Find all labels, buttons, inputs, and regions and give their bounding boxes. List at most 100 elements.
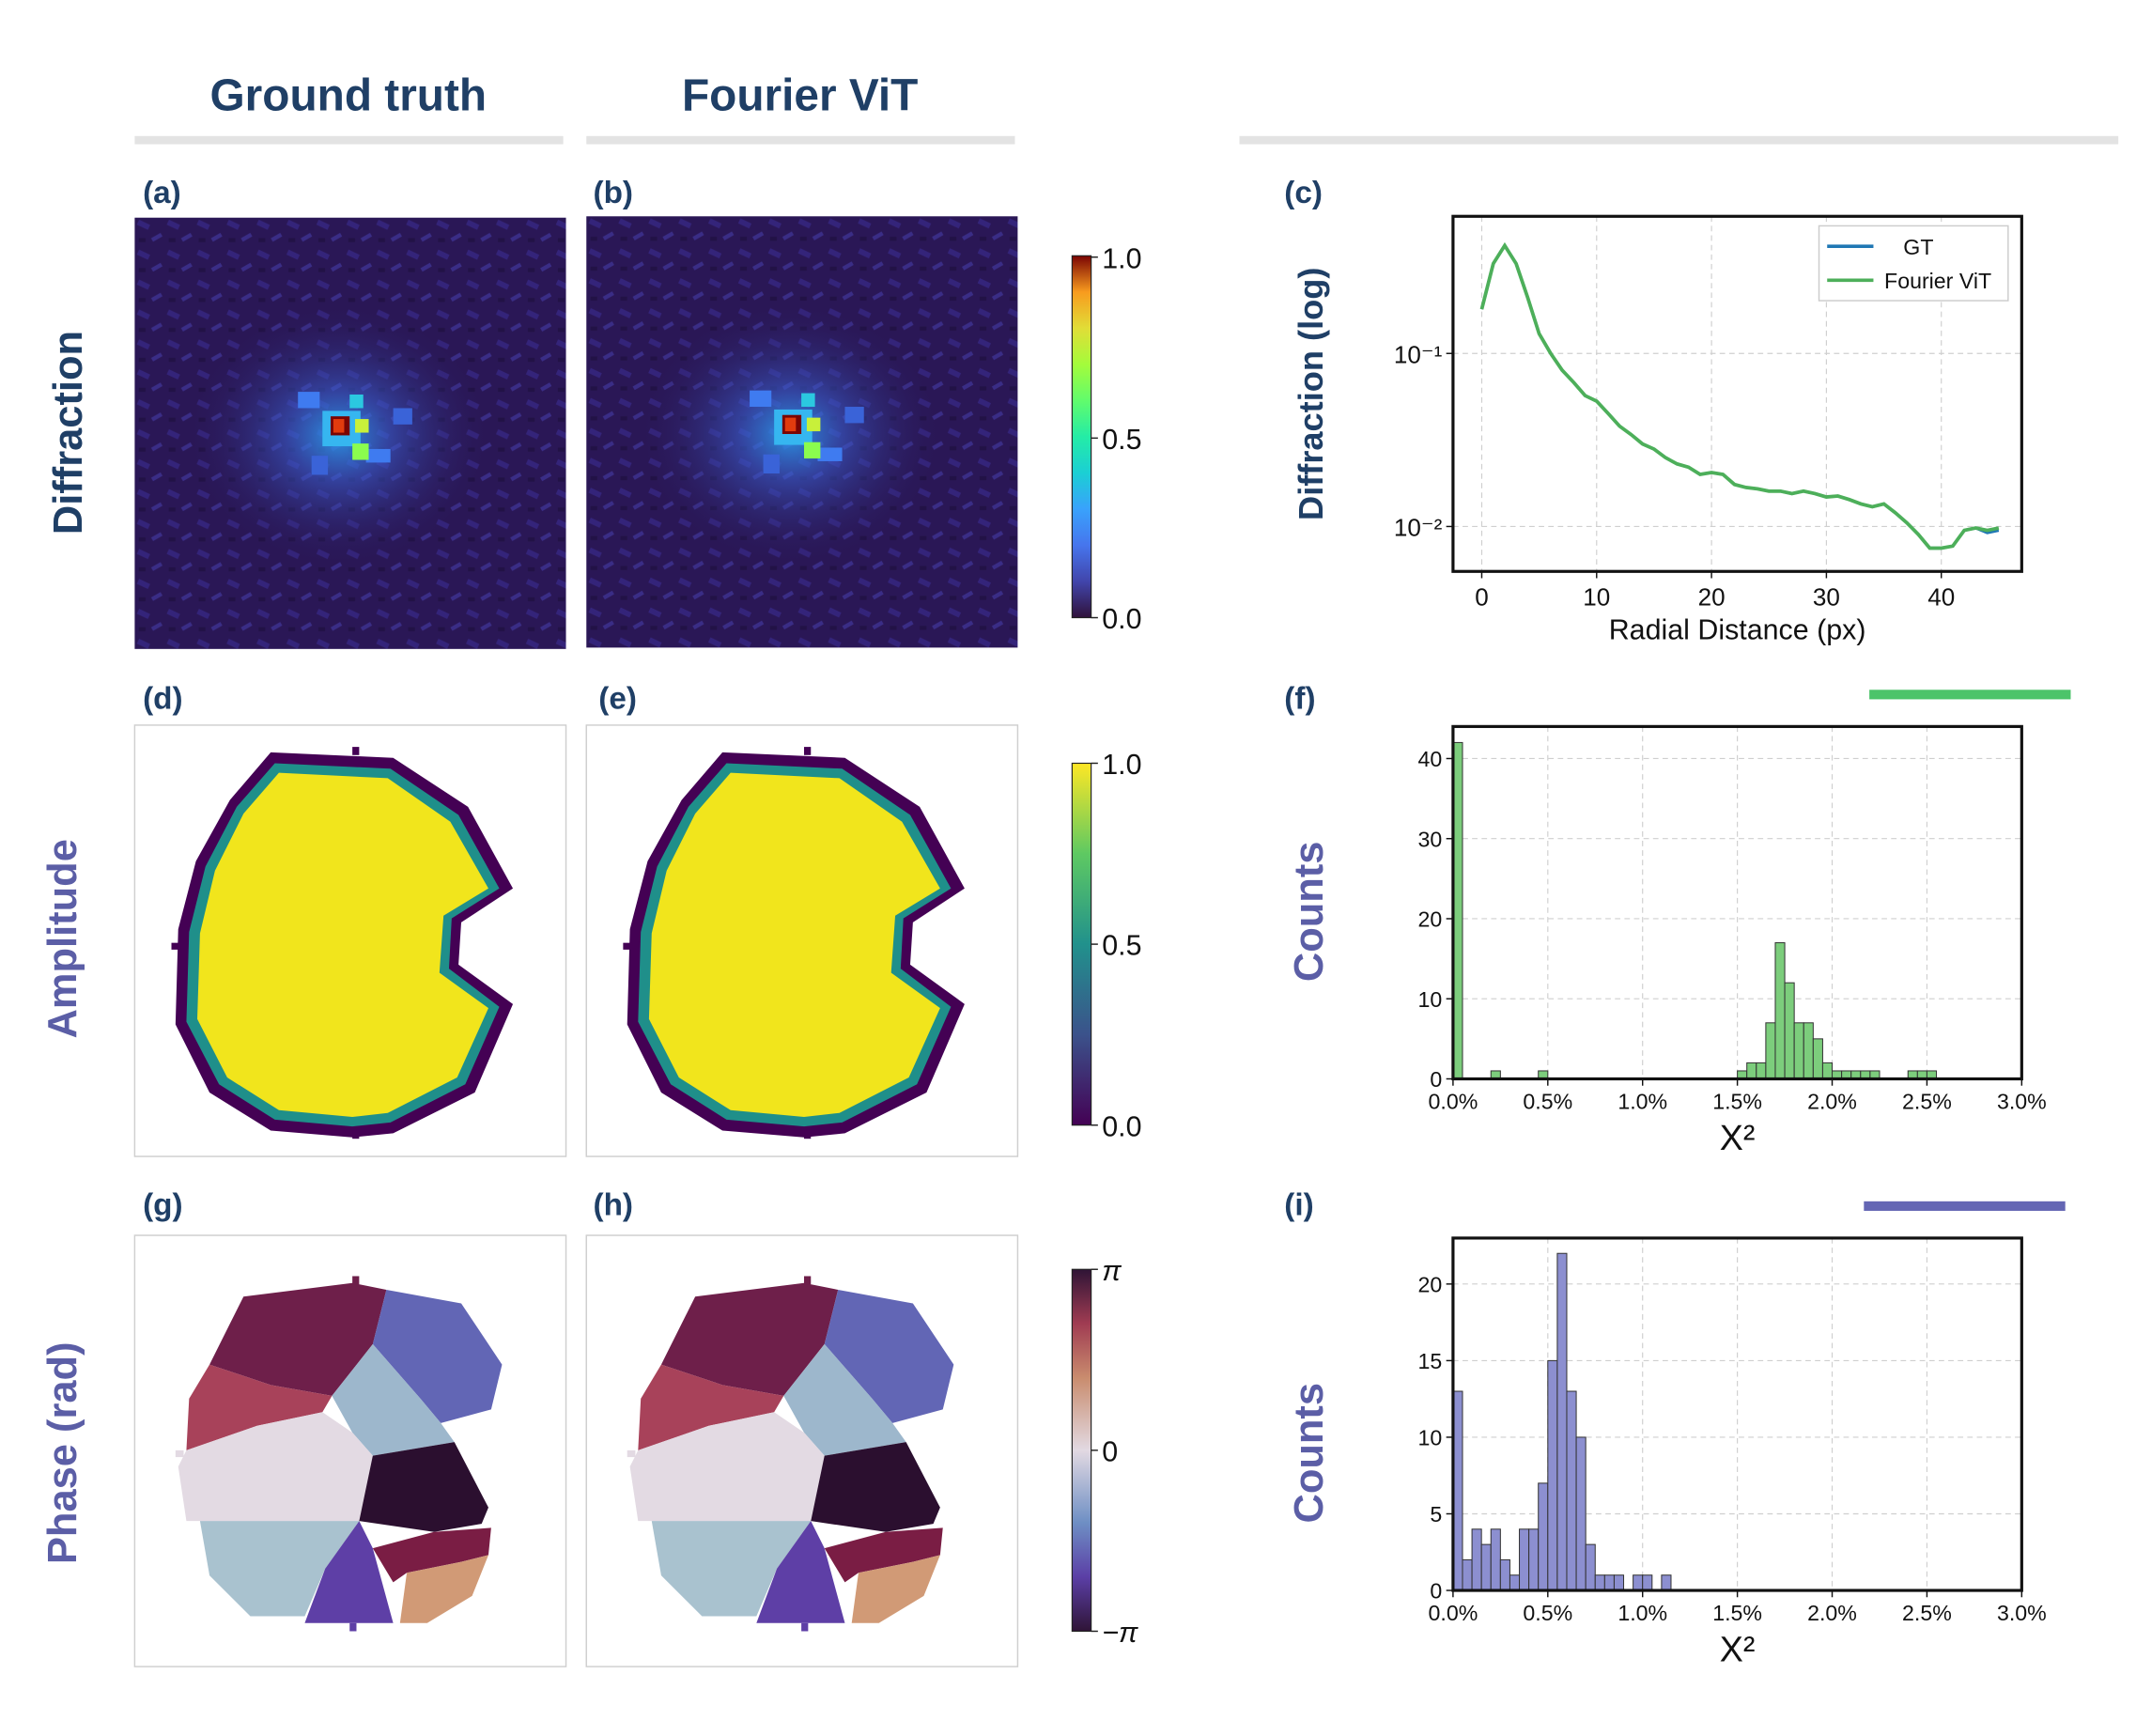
accent-bar-phase [1864,1201,2066,1211]
tick-label-x: 10 [1583,582,1610,611]
tick-label-x: 1.0% [1617,1089,1667,1113]
amplitude-fourier-vit-image [585,724,1019,1157]
tick-label-x: 30 [1813,582,1840,611]
row-heading-diffraction: Diffraction [46,331,91,535]
histogram-bar [1575,1436,1587,1591]
colorbar-diffraction-tick-min: 0.0 [1102,603,1141,635]
histogram-bar [1490,1528,1501,1591]
tick-label-y: 40 [1418,747,1443,771]
histogram-bar [1661,1574,1672,1591]
tick-label-x: 1.0% [1617,1601,1667,1625]
panel-label-i: (i) [1284,1187,1313,1222]
tick-label-x: 20 [1698,582,1726,611]
tick-label-x: 3.0% [1997,1089,2047,1113]
header-divider-left [134,135,564,145]
histogram-bar [1793,1022,1804,1079]
phase-ground-truth-image [133,1234,567,1667]
diffraction-fourier-vit-image [586,216,1018,648]
tick-label-y: 10 [1418,987,1443,1012]
histogram-bar [1471,1528,1482,1591]
histogram-bar [1547,1359,1558,1591]
histogram-bar [1642,1574,1653,1591]
chart-amplitude-histogram: 0.0% 0.5% 1.0% 1.5% 2.0% 2.5% 3.0% 0 10 20 30 40 X² C… [1287,724,2047,1157]
colorbar-phase-tick-min: −π [1102,1617,1138,1649]
plot-frame [1451,1236,2023,1592]
x-axis-label: X² [1720,1118,1756,1157]
colorbar-diffraction: 1.0 0.5 0.0 [1071,242,1141,635]
amplitude-ground-truth-image [133,724,567,1157]
histogram-bar [1462,1558,1473,1591]
plot-frame [1451,724,2023,1081]
histogram-bar [1613,1574,1625,1591]
row-heading-amplitude: Amplitude [40,839,85,1038]
chart-phase-histogram: 0.0% 0.5% 1.0% 1.5% 2.0% 2.5% 3.0% 0 5 10 15 20 X² Co… [1287,1236,2047,1668]
tick-label-x: 2.5% [1902,1089,1952,1113]
histogram-bar [1784,982,1795,1079]
tick-label-y: 0 [1430,1067,1442,1092]
tick-label-y: 20 [1418,1273,1443,1297]
tick-label-y: 0 [1430,1579,1442,1604]
histogram-bar [1509,1574,1521,1591]
colorbar-amplitude-tick-min: 0.0 [1102,1110,1141,1142]
panel-label-b: (b) [594,176,634,210]
histogram-bar [1585,1543,1596,1591]
histogram-bar [1556,1252,1568,1591]
histogram-bar [1519,1528,1530,1591]
y-axis-label: Counts [1287,1383,1332,1524]
tick-label-x: 2.5% [1902,1601,1952,1625]
tick-label-x: 0.0% [1429,1601,1478,1625]
panel-label-h: (h) [594,1187,634,1222]
histogram-bar [1756,1062,1767,1079]
tick-label-x: 3.0% [1997,1601,2047,1625]
plot-frame [1451,214,2023,573]
histogram-bar [1566,1390,1577,1591]
histogram-bar [1499,1558,1510,1591]
diffraction-ground-truth-image [134,217,566,649]
panel-label-a: (a) [143,176,181,210]
tick-label-x: 0.5% [1523,1089,1572,1113]
tick-label-x: 2.0% [1807,1601,1857,1625]
histogram-bar [1603,1574,1615,1591]
legend-label-fourier-vit: Fourier ViT [1884,269,1991,293]
tick-label-x: 1.5% [1712,1089,1762,1113]
panel-label-g: (g) [143,1187,183,1222]
histogram-bar [1538,1482,1549,1591]
legend-box [1818,225,2009,302]
header-divider-right [1239,135,2119,145]
y-axis-label: Diffraction (log) [1292,268,1330,520]
legend-label-gt: GT [1903,235,1933,259]
tick-label-y: 5 [1430,1502,1442,1527]
colorbar-diffraction-tick-mid: 0.5 [1102,424,1141,456]
tick-label-y: 15 [1418,1349,1443,1373]
histogram-bar [1821,1062,1834,1079]
tick-label-x: 0.5% [1523,1601,1572,1625]
colorbar-diffraction-tick-max: 1.0 [1102,242,1141,274]
panel-label-c: (c) [1284,176,1323,210]
histogram-bar [1594,1574,1605,1591]
tick-label-x: 2.0% [1807,1089,1857,1113]
tick-label-x: 40 [1927,582,1955,611]
histogram-bar [1480,1543,1492,1591]
colorbar-phase-tick-mid: 0 [1102,1435,1118,1467]
row-heading-phase: Phase (rad) [40,1341,85,1564]
accent-bar-amplitude [1869,690,2071,700]
panel-label-f: (f) [1284,682,1315,717]
tick-label-y: 30 [1418,827,1443,851]
colorbar-phase-tick-max: π [1102,1255,1122,1287]
x-axis-label: X² [1720,1629,1756,1668]
histogram-bar [1633,1574,1644,1591]
histogram-bar [1812,1038,1823,1079]
colorbar-phase: π 0 −π [1071,1255,1138,1649]
histogram-bar [1803,1022,1814,1079]
header-divider-middle [586,135,1015,145]
tick-label-y: 10⁻² [1394,514,1443,542]
tick-label-y: 10 [1418,1426,1443,1450]
column-heading-ground-truth: Ground truth [209,70,487,120]
colorbar-amplitude-tick-max: 1.0 [1102,749,1141,781]
histogram-bar [1746,1062,1757,1079]
tick-label-y: 10⁻¹ [1394,340,1443,368]
panel-label-d: (d) [143,682,183,717]
tick-label-x: 1.5% [1712,1601,1762,1625]
histogram-bar [1528,1528,1540,1591]
